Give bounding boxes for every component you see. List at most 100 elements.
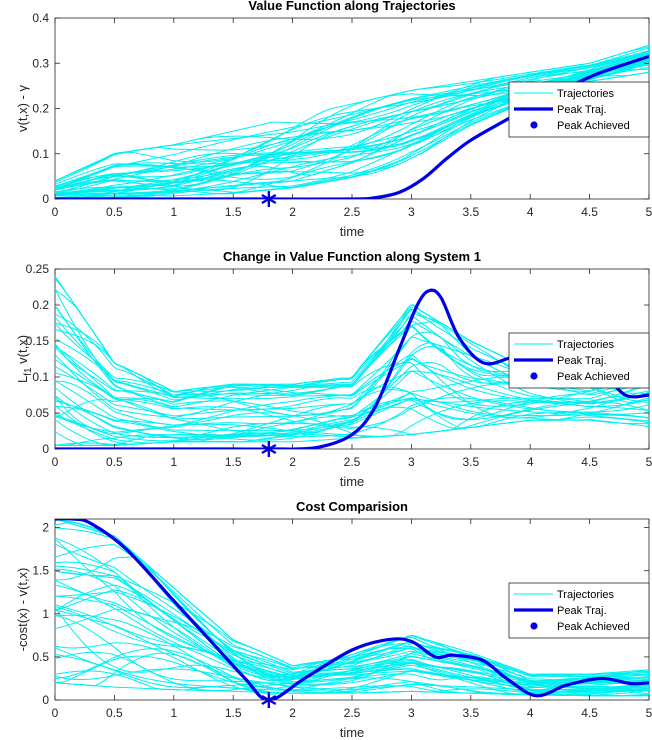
- y-tick-label: 0.05: [26, 406, 50, 420]
- x-tick-label: 2: [289, 205, 296, 219]
- x-tick-label: 4: [527, 205, 534, 219]
- x-tick-label: 5: [646, 205, 652, 219]
- x-tick-label: 3: [408, 455, 415, 469]
- x-axis-label: time: [340, 224, 365, 239]
- y-axis-label: Lf1 v(t,x): [15, 335, 34, 383]
- legend-entry: Trajectories: [557, 589, 615, 601]
- x-tick-label: 1.5: [225, 205, 242, 219]
- y-tick-label: 0: [42, 693, 49, 707]
- legend-entry: Trajectories: [557, 88, 615, 100]
- y-tick-label: 0.5: [32, 650, 49, 664]
- legend-entry: Peak Traj.: [557, 104, 607, 116]
- peak-trajectory-line: [55, 519, 649, 700]
- trajectory-line: [55, 398, 649, 446]
- y-tick-label: 0.2: [32, 298, 49, 312]
- trajectory-line: [55, 46, 649, 183]
- legend-peak-achieved-swatch: [530, 121, 538, 129]
- trajectory-line: [55, 648, 649, 697]
- x-tick-label: 0.5: [106, 205, 123, 219]
- legend-peak-achieved-swatch: [530, 372, 538, 380]
- y-axis-label: -cost(x) - v(t,x): [15, 568, 30, 652]
- x-tick-label: 1: [170, 455, 177, 469]
- trajectory-line: [55, 53, 649, 182]
- x-tick-label: 2.5: [344, 706, 361, 720]
- x-tick-label: 5: [646, 706, 652, 720]
- x-tick-label: 4.5: [581, 455, 598, 469]
- chart-title: Cost Comparision: [296, 499, 408, 514]
- legend: Trajectories Peak Traj. Peak Achieved: [508, 81, 650, 138]
- x-tick-label: 4.5: [581, 205, 598, 219]
- legend-entry: Peak Achieved: [557, 120, 630, 132]
- y-tick-label: 0.15: [26, 334, 50, 348]
- legend-entry: Peak Achieved: [557, 621, 630, 633]
- x-tick-label: 4: [527, 706, 534, 720]
- legend-entry: Trajectories: [557, 339, 615, 351]
- legend-entry: Peak Achieved: [557, 371, 630, 383]
- y-tick-label: 0: [42, 192, 49, 206]
- legend-entry: Peak Traj.: [557, 605, 607, 617]
- trajectory-line: [55, 53, 649, 188]
- chart-panel-3: Cost Comparision 0 0.5 1 1.5 2 2.5 3 3.5 4 4.5 5 0 0.…: [15, 499, 652, 740]
- trajectory-line: [55, 60, 649, 190]
- x-tick-label: 4: [527, 455, 534, 469]
- x-tick-label: 1: [170, 706, 177, 720]
- legend-peak-achieved-swatch: [530, 622, 538, 630]
- trajectory-line: [55, 519, 649, 678]
- x-tick-label: 0: [52, 455, 59, 469]
- x-tick-label: 0.5: [106, 706, 123, 720]
- x-tick-label: 5: [646, 455, 652, 469]
- trajectory-line: [55, 543, 649, 683]
- chart-panel-2: Change in Value Function along System 1 0…: [15, 249, 652, 489]
- y-tick-label: 1: [42, 607, 49, 621]
- trajectory-line: [55, 651, 649, 695]
- trajectory-line: [55, 55, 649, 188]
- y-tick-label: 0.3: [32, 56, 49, 70]
- trajectory-line: [55, 349, 649, 418]
- x-tick-label: 2: [289, 706, 296, 720]
- x-tick-label: 4.5: [581, 706, 598, 720]
- x-tick-label: 0.5: [106, 455, 123, 469]
- x-axis-label: time: [340, 474, 365, 489]
- trajectory-line: [55, 71, 649, 196]
- trajectory-line: [55, 568, 649, 685]
- peak-achieved-marker: [261, 692, 277, 708]
- x-tick-label: 2.5: [344, 205, 361, 219]
- y-tick-label: 2: [42, 521, 49, 535]
- trajectory-line: [55, 370, 649, 441]
- y-tick-label: 0.1: [32, 147, 49, 161]
- trajectory-line: [55, 537, 649, 686]
- x-tick-label: 3.5: [462, 706, 479, 720]
- x-tick-label: 1.5: [225, 455, 242, 469]
- x-tick-label: 0: [52, 205, 59, 219]
- peak-achieved-marker: [261, 191, 277, 207]
- x-tick-label: 3: [408, 706, 415, 720]
- legend: Trajectories Peak Traj. Peak Achieved: [508, 582, 650, 639]
- x-axis-label: time: [340, 725, 365, 740]
- y-axis-label: v(t,x) - γ: [15, 85, 30, 132]
- trajectory-line: [55, 372, 649, 434]
- x-tick-label: 1: [170, 205, 177, 219]
- chart-title: Value Function along Trajectories: [248, 0, 455, 13]
- x-tick-label: 0: [52, 706, 59, 720]
- y-tick-label: 0: [42, 442, 49, 456]
- trajectory-line: [55, 383, 649, 421]
- peak-achieved-marker: [261, 441, 277, 457]
- trajectory-line: [55, 607, 649, 689]
- y-tick-label: 0.1: [32, 370, 49, 384]
- chart-title: Change in Value Function along System 1: [223, 249, 481, 264]
- legend-entry: Peak Traj.: [557, 355, 607, 367]
- x-tick-label: 3.5: [462, 455, 479, 469]
- y-tick-label: 0.2: [32, 102, 49, 116]
- y-tick-label: 1.5: [32, 564, 49, 578]
- trajectory-line: [55, 519, 649, 676]
- trajectory-line: [55, 538, 649, 686]
- trajectory-line: [55, 50, 649, 189]
- x-tick-label: 2: [289, 455, 296, 469]
- y-tick-label: 0.4: [32, 11, 49, 25]
- legend: Trajectories Peak Traj. Peak Achieved: [508, 332, 650, 389]
- chart-panel-1: Value Function along Trajectories 0 0.5 1 1.…: [15, 0, 652, 239]
- y-tick-label: 0.25: [26, 262, 50, 276]
- x-tick-label: 1.5: [225, 706, 242, 720]
- trajectory-line: [55, 570, 649, 682]
